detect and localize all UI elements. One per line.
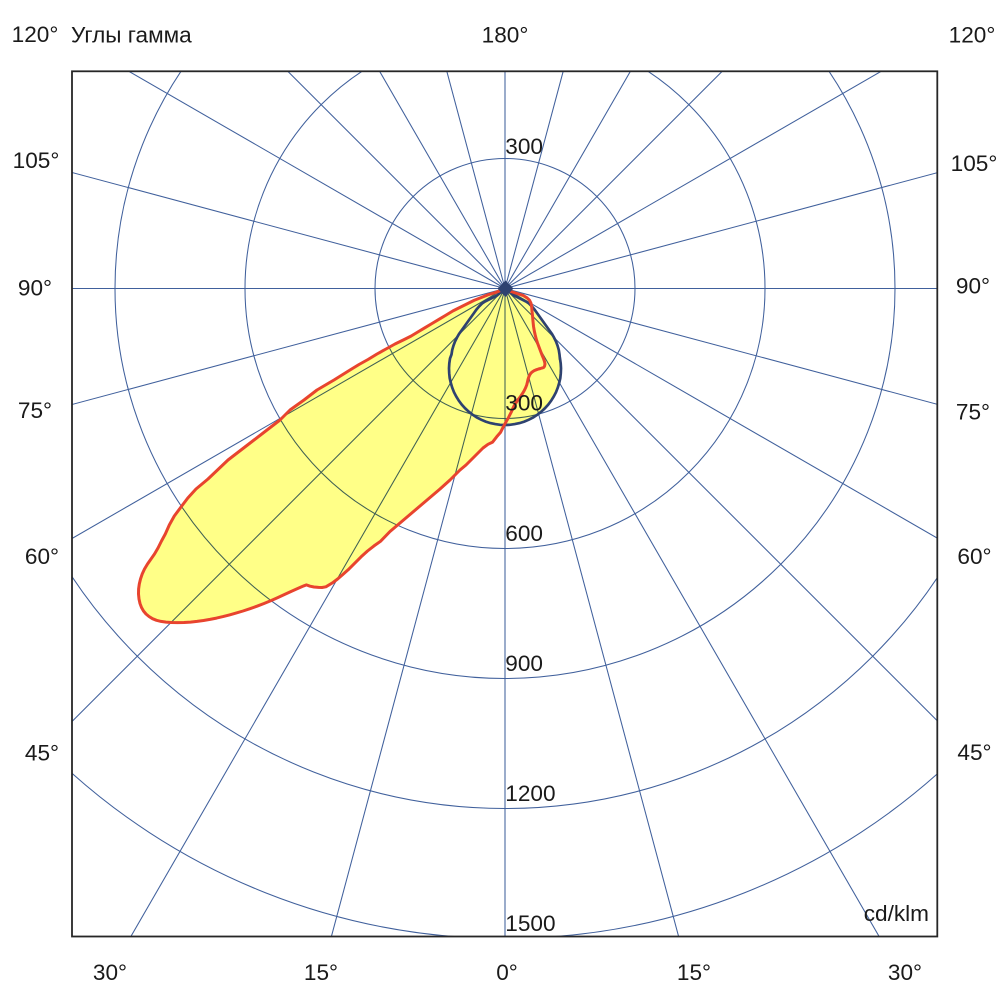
svg-text:60°: 60°	[25, 544, 59, 569]
svg-text:60°: 60°	[957, 544, 991, 569]
svg-text:cd/klm: cd/klm	[864, 901, 929, 926]
svg-text:90°: 90°	[956, 274, 990, 299]
svg-text:180°: 180°	[482, 23, 529, 48]
svg-text:900: 900	[505, 651, 543, 676]
svg-text:300: 300	[505, 391, 543, 416]
svg-text:15°: 15°	[304, 960, 338, 985]
svg-text:15°: 15°	[677, 960, 711, 985]
svg-text:600: 600	[505, 521, 543, 546]
svg-text:120°: 120°	[12, 22, 59, 47]
svg-text:45°: 45°	[957, 740, 991, 765]
svg-text:90°: 90°	[18, 276, 52, 301]
svg-text:45°: 45°	[25, 741, 59, 766]
svg-text:30°: 30°	[888, 960, 922, 985]
svg-text:75°: 75°	[18, 398, 52, 423]
svg-text:Углы гамма: Углы гамма	[71, 23, 192, 48]
svg-text:105°: 105°	[951, 151, 998, 176]
svg-text:1500: 1500	[505, 911, 555, 936]
svg-text:105°: 105°	[13, 148, 60, 173]
svg-text:300: 300	[505, 134, 543, 159]
svg-text:30°: 30°	[93, 960, 127, 985]
svg-text:75°: 75°	[956, 400, 990, 425]
svg-text:1200: 1200	[505, 781, 555, 806]
svg-text:0°: 0°	[496, 960, 518, 985]
svg-text:120°: 120°	[949, 23, 996, 48]
